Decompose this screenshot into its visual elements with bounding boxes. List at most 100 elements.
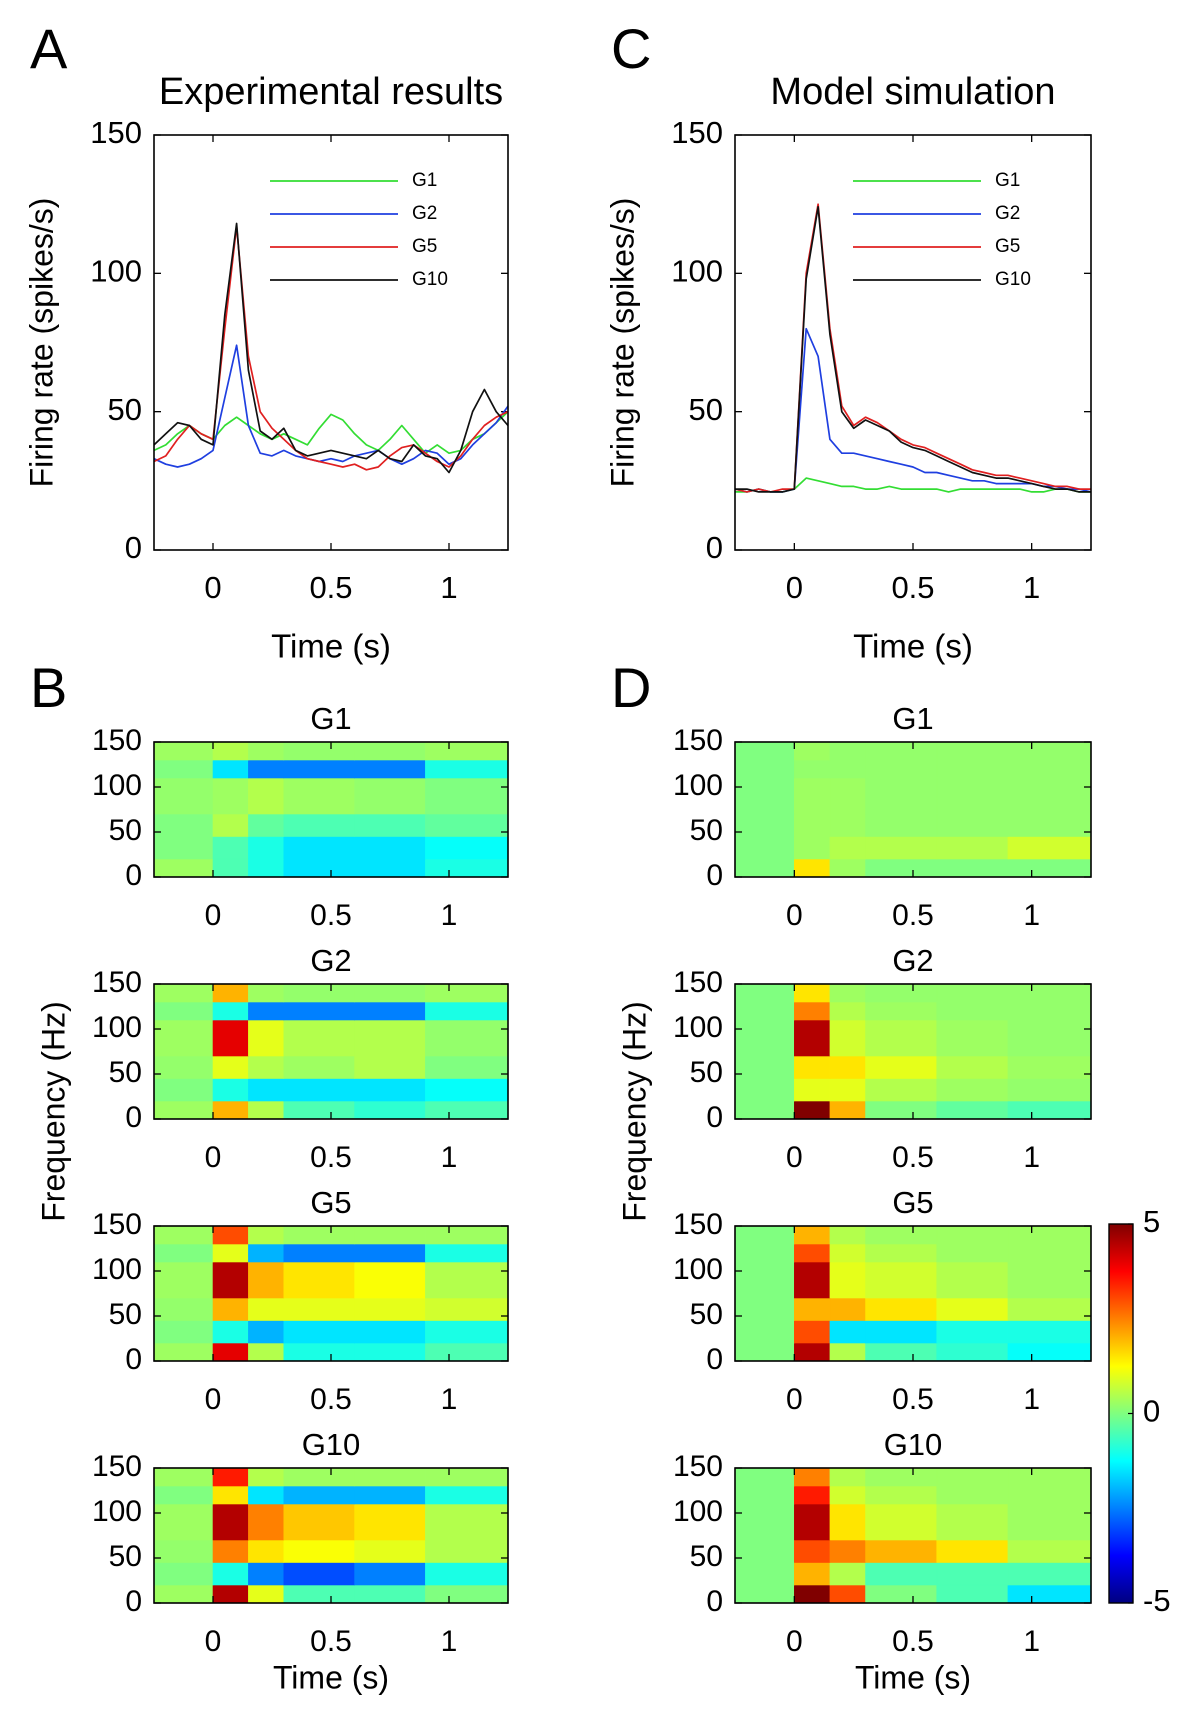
heatmap-cell	[1007, 1243, 1092, 1263]
heatmap-cell	[936, 741, 1009, 761]
x-tick-label: 1	[1023, 1141, 1040, 1174]
heatmap-cell	[425, 858, 509, 878]
y-tick-label: 150	[92, 966, 142, 999]
y-tick-label: 50	[108, 392, 142, 427]
heatmap-cell	[283, 1001, 355, 1021]
heatmap-cell	[425, 1584, 509, 1604]
heatmap-cell	[248, 1485, 285, 1505]
y-tick-label: 100	[90, 254, 142, 289]
y-tick-label: 50	[689, 392, 723, 427]
heatmap-cell	[865, 1297, 938, 1321]
heatmap-cell	[865, 1055, 938, 1079]
legend-label: G2	[995, 203, 1020, 224]
chart-title: Model simulation	[770, 71, 1055, 113]
heatmap-cell	[283, 858, 355, 878]
heatmap-cell	[829, 1297, 866, 1321]
series-line	[734, 327, 1092, 493]
heatmap-cell	[425, 1055, 509, 1079]
heatmap-cell	[829, 1055, 866, 1079]
heatmap-cell	[248, 1584, 285, 1604]
heatmap-cell	[936, 777, 1009, 815]
heatmap-cell	[936, 1243, 1009, 1263]
heatmap-cell	[1007, 1019, 1092, 1057]
y-tick-label: 0	[706, 530, 723, 565]
map-title: G1	[892, 701, 933, 736]
heatmap-cell	[212, 1055, 249, 1079]
heatmap-cell	[248, 1055, 285, 1079]
y-axis-label: Frequency (Hz)	[35, 1001, 71, 1222]
heatmap-cell	[734, 759, 795, 779]
x-tick-label: 1	[1023, 570, 1040, 605]
heatmap-cell	[354, 777, 426, 815]
heatmap-cell	[829, 1261, 866, 1299]
heatmap-cell	[936, 813, 1009, 837]
heatmap-cell	[153, 759, 214, 779]
heatmap-cell	[153, 1539, 214, 1563]
heatmap-cell	[248, 1562, 285, 1586]
y-tick-label: 0	[706, 1343, 723, 1376]
heatmap-cell	[283, 1503, 355, 1541]
series-line	[153, 225, 509, 471]
map-title: G10	[884, 1427, 943, 1462]
heatmap-cell	[425, 741, 509, 761]
x-tick-label: 0	[786, 1625, 803, 1658]
heatmap-cell	[153, 858, 214, 878]
heatmap-cell	[212, 759, 249, 779]
heatmap-cell	[425, 1019, 509, 1057]
heatmap-cell	[936, 1001, 1009, 1021]
heatmap-cell	[212, 741, 249, 761]
heatmap-cell	[1007, 1485, 1092, 1505]
heatmap-cell	[829, 1342, 866, 1362]
heatmap-cell	[425, 1243, 509, 1263]
heatmap-cell	[1007, 1503, 1092, 1541]
heatmap-cell	[734, 1261, 795, 1299]
map-title: G10	[302, 1427, 361, 1462]
heatmap-cell	[212, 1001, 249, 1021]
heatmap-cell	[354, 1261, 426, 1299]
y-tick-label: 150	[671, 115, 723, 150]
heatmap-cell	[153, 1001, 214, 1021]
y-tick-label: 100	[673, 769, 723, 802]
heatmap-cell	[794, 858, 831, 878]
heatmap-cell	[425, 1467, 509, 1487]
x-tick-label: 1	[440, 570, 457, 605]
heatmap-cell	[283, 1485, 355, 1505]
series-line	[735, 206, 1091, 493]
x-tick-label: 0	[786, 1141, 803, 1174]
x-tick-label: 0.5	[892, 1141, 934, 1174]
y-axis-label: Frequency (Hz)	[616, 1001, 652, 1222]
y-tick-label: 0	[706, 859, 723, 892]
heatmap-cell	[794, 1243, 831, 1263]
x-tick-label: 0.5	[891, 570, 934, 605]
heatmap-cell	[248, 1539, 285, 1563]
heatmap-cell	[354, 1297, 426, 1321]
x-tick-label: 0.5	[309, 570, 352, 605]
heatmap-cell	[829, 777, 866, 815]
heatmap-cell	[936, 1261, 1009, 1299]
heatmap-cell	[354, 1320, 426, 1344]
y-tick-label: 100	[673, 1011, 723, 1044]
x-tick-label: 0	[204, 570, 221, 605]
heatmap-cell	[865, 1467, 938, 1487]
heatmap-cell	[829, 1100, 866, 1120]
heatmap-cell	[354, 759, 426, 779]
heatmap-cell	[212, 1100, 249, 1120]
heatmap-cell	[1007, 1100, 1092, 1120]
heatmap-cell	[354, 858, 426, 878]
heatmap-cell	[425, 777, 509, 815]
x-axis-label: Time (s)	[271, 628, 391, 665]
heatmap-cell	[794, 1225, 831, 1245]
heatmap-cell	[283, 1055, 355, 1079]
heatmap-cell	[153, 1562, 214, 1586]
y-tick-label: 0	[125, 1343, 142, 1376]
axes-frame	[153, 741, 509, 878]
heatmap-cell	[153, 1297, 214, 1321]
heatmap-cell	[212, 1078, 249, 1102]
y-tick-label: 150	[673, 966, 723, 999]
x-tick-label: 1	[441, 1383, 458, 1416]
y-tick-label: 50	[690, 814, 723, 847]
heatmap-cell	[354, 1539, 426, 1563]
heatmap-cell	[283, 1562, 355, 1586]
heatmap-cell	[248, 777, 285, 815]
